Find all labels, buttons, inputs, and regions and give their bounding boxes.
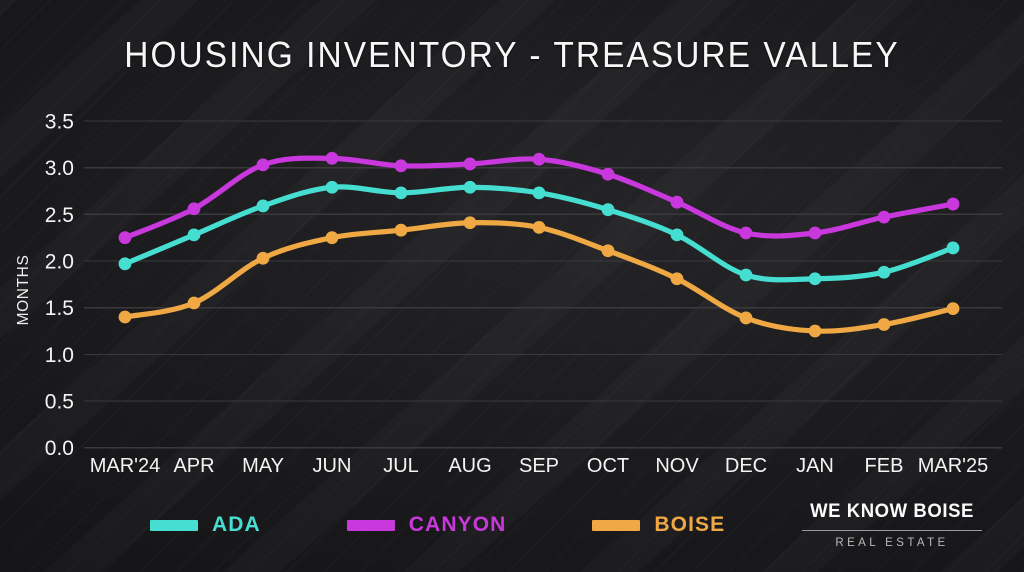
- data-point[interactable]: CANYON JUL: 3.02: [394, 159, 408, 173]
- brand-subtitle: REAL ESTATE: [835, 537, 949, 549]
- legend-item-canyon[interactable]: CANYON: [346, 513, 507, 537]
- data-point[interactable]: ADA DEC: 1.85: [739, 268, 753, 282]
- y-tick-label: 0.5: [45, 391, 74, 414]
- y-tick-label: 2.5: [45, 204, 74, 227]
- legend-swatch-boise: [592, 519, 641, 531]
- data-point[interactable]: CANYON JUN: 3.10: [325, 151, 339, 165]
- data-point[interactable]: CANYON NOV: 2.63: [670, 195, 684, 209]
- line-chart: 0.0 0.5 1.0 1.5 2.0 2.5 3.0 3.5 MAR'24 APR MAY JUN…: [15, 111, 1002, 477]
- x-tick-label: DEC: [725, 455, 767, 477]
- data-point[interactable]: ADA SEP: 2.73: [532, 186, 546, 200]
- data-point[interactable]: ADA JAN: 1.81: [808, 272, 822, 286]
- data-point[interactable]: BOISE FEB: 1.32: [877, 318, 891, 331]
- data-point[interactable]: BOISE AUG: 2.41: [463, 216, 477, 230]
- y-axis-title: MONTHS: [15, 255, 32, 326]
- legend-label-canyon: CANYON: [408, 513, 507, 536]
- series-ada: ADA MAR'24: 1.97 ADA APR: 2.28 ADA MAY: 2.…: [118, 180, 960, 286]
- data-point[interactable]: BOISE SEP: 2.36: [532, 221, 546, 234]
- x-tick-label: MAR'24: [90, 455, 161, 477]
- legend-swatch-ada: [150, 519, 198, 531]
- legend-item-ada[interactable]: ADA: [150, 513, 261, 537]
- y-axis-tick-labels: 0.0 0.5 1.0 1.5 2.0 2.5 3.0 3.5: [45, 111, 74, 461]
- data-point[interactable]: BOISE MAY: 2.03: [256, 251, 270, 265]
- x-tick-label: NOV: [655, 455, 699, 477]
- data-point[interactable]: ADA FEB: 1.88: [877, 265, 891, 279]
- data-point[interactable]: CANYON MAR'25: 2.61: [946, 197, 960, 211]
- data-point[interactable]: BOISE JUN: 2.25: [325, 231, 339, 245]
- x-tick-label: JUL: [383, 455, 419, 477]
- data-point[interactable]: BOISE OCT: 2.11: [601, 244, 615, 258]
- data-point[interactable]: ADA NOV: 2.28: [670, 228, 684, 242]
- x-tick-label: JAN: [796, 455, 834, 477]
- data-point[interactable]: BOISE JUL: 2.33: [394, 223, 408, 237]
- chart-legend: ADA CANYON BOISE: [150, 505, 725, 545]
- chart-plot-area: 0.0 0.5 1.0 1.5 2.0 2.5 3.0 3.5 MAR'24 APR MAY JUN…: [15, 111, 1002, 477]
- y-tick-label: 1.0: [45, 344, 74, 367]
- x-tick-label: SEP: [519, 455, 559, 477]
- data-point[interactable]: BOISE APR: 1.55: [187, 296, 201, 310]
- data-point[interactable]: BOISE MAR'25: 1.49: [946, 302, 960, 316]
- y-tick-label: 0.0: [45, 437, 74, 460]
- chart-gridlines: [84, 120, 1002, 449]
- data-point[interactable]: CANYON FEB: 2.47: [877, 210, 891, 224]
- data-point[interactable]: ADA APR: 2.28: [187, 228, 201, 242]
- chart-series-layer: BOISE MAR'24: 1.40 BOISE APR: 1.55 BOISE M…: [118, 151, 960, 338]
- data-point[interactable]: BOISE NOV: 1.81: [670, 272, 684, 286]
- data-point[interactable]: CANYON SEP: 3.09: [532, 152, 546, 166]
- data-point[interactable]: BOISE DEC: 1.39: [739, 311, 753, 325]
- data-point[interactable]: ADA OCT: 2.55: [601, 203, 615, 217]
- data-point[interactable]: CANYON APR: 2.56: [187, 202, 201, 216]
- series-canyon: CANYON MAR'24: 2.25 CANYON APR: 2.56 CANYO…: [118, 151, 960, 245]
- brand-name: WE KNOW BOISE: [810, 500, 974, 522]
- x-tick-label: JUN: [313, 455, 352, 477]
- data-point[interactable]: CANYON DEC: 2.30: [739, 226, 753, 240]
- data-point[interactable]: CANYON MAY: 3.03: [256, 158, 270, 172]
- data-point[interactable]: CANYON AUG: 3.04: [463, 157, 477, 171]
- data-point[interactable]: CANYON MAR'24: 2.25: [118, 231, 132, 245]
- data-point[interactable]: ADA MAY: 2.59: [256, 199, 270, 213]
- x-tick-label: AUG: [448, 455, 491, 477]
- series-boise: BOISE MAR'24: 1.40 BOISE APR: 1.55 BOISE M…: [118, 216, 960, 338]
- legend-swatch-canyon: [346, 519, 395, 531]
- y-tick-label: 1.5: [45, 297, 74, 320]
- data-point[interactable]: BOISE MAR'24: 1.40: [118, 310, 132, 324]
- brand-divider: [802, 530, 982, 531]
- data-point[interactable]: ADA JUL: 2.73: [394, 186, 408, 200]
- page-title: HOUSING INVENTORY - TREASURE VALLEY: [124, 34, 900, 75]
- legend-label-ada: ADA: [212, 513, 261, 536]
- data-point[interactable]: ADA AUG: 2.79: [463, 180, 477, 194]
- x-tick-label: MAY: [242, 455, 284, 477]
- data-point[interactable]: ADA JUN: 2.79: [325, 180, 339, 194]
- x-tick-label: MAR'25: [918, 455, 989, 477]
- x-tick-label: APR: [173, 455, 214, 477]
- y-tick-label: 3.5: [45, 111, 74, 134]
- y-tick-label: 2.0: [45, 251, 74, 274]
- data-point[interactable]: CANYON OCT: 2.93: [601, 167, 615, 181]
- legend-label-boise: BOISE: [654, 513, 726, 536]
- legend-item-boise[interactable]: BOISE: [592, 513, 725, 537]
- x-tick-label: FEB: [865, 455, 904, 477]
- brand-logo: WE KNOW BOISE REAL ESTATE: [794, 500, 990, 549]
- data-point[interactable]: ADA MAR'24: 1.97: [118, 257, 132, 271]
- y-tick-label: 3.0: [45, 157, 74, 180]
- data-point[interactable]: CANYON JAN: 2.30: [808, 226, 822, 240]
- data-point[interactable]: BOISE JAN: 1.25: [808, 324, 822, 338]
- data-point[interactable]: ADA MAR'25: 2.14: [946, 241, 960, 255]
- x-tick-label: OCT: [587, 455, 629, 477]
- x-axis-tick-labels: MAR'24 APR MAY JUN JUL AUG SEP OCT NOV DEC JAN FEB M…: [90, 455, 989, 477]
